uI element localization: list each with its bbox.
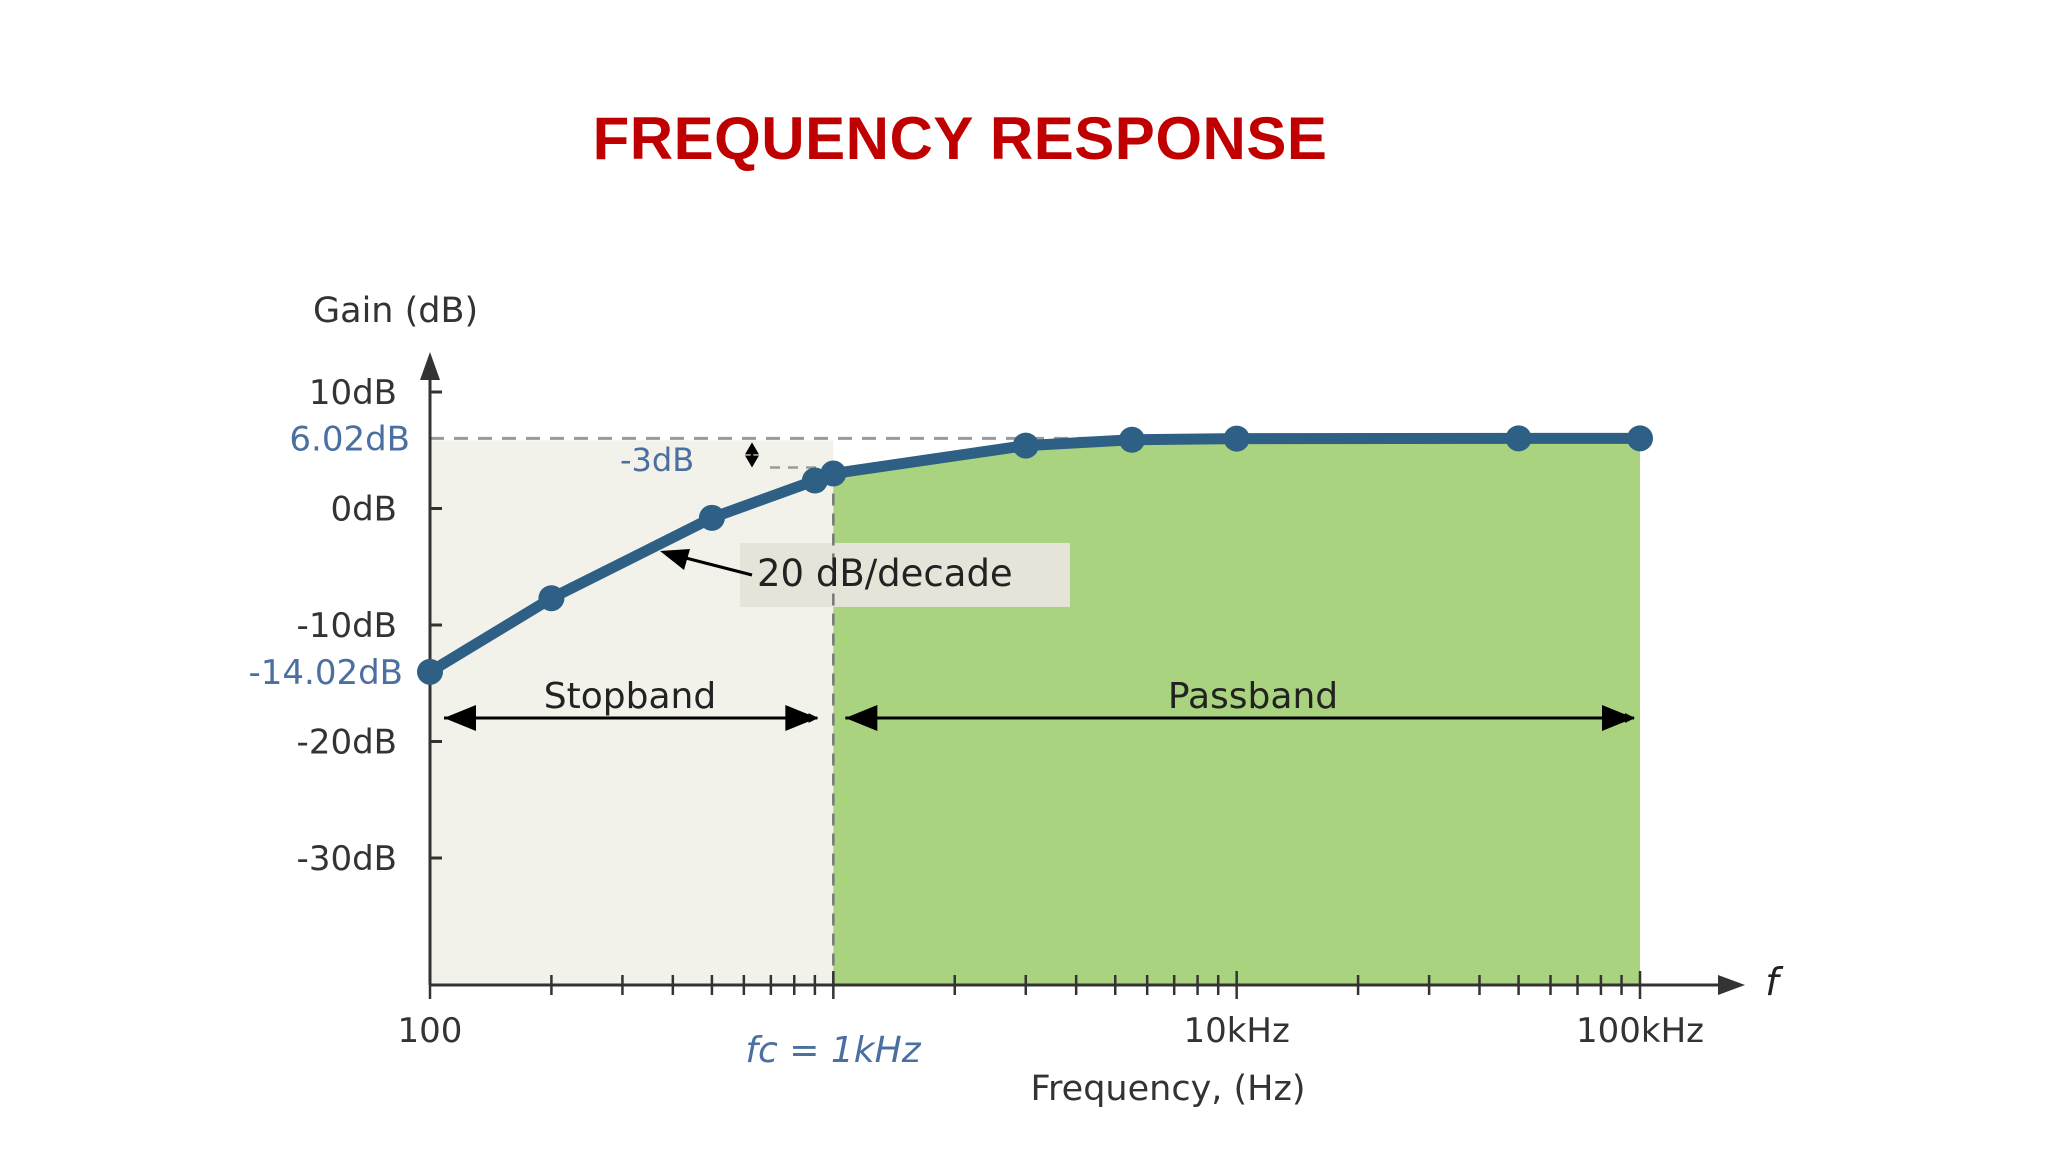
stopband-arrowhead-left bbox=[444, 705, 476, 731]
y-tick-label: -30dB bbox=[297, 839, 397, 879]
x-axis-variable-label: f bbox=[1765, 960, 1784, 1004]
passband-arrowhead-right bbox=[1602, 705, 1634, 731]
data-point bbox=[417, 658, 443, 685]
y-tick-label: -10dB bbox=[297, 606, 397, 646]
gain-max-label: 6.02dB bbox=[289, 419, 410, 459]
data-point bbox=[1012, 432, 1039, 459]
stopband-label: Stopband bbox=[544, 676, 716, 717]
slope-pointer-arrowhead bbox=[660, 549, 690, 570]
cutoff-frequency-label: fc = 1kHz bbox=[745, 1030, 921, 1071]
data-point bbox=[1627, 425, 1653, 452]
y-tick-label: -20dB bbox=[297, 723, 397, 763]
x-axis-arrowhead bbox=[1718, 975, 1745, 995]
data-point bbox=[1223, 425, 1250, 452]
passband-label: Passband bbox=[1168, 676, 1338, 717]
slope-pointer-line bbox=[677, 554, 753, 577]
gain-min-label: -14.02dB bbox=[248, 653, 403, 693]
x-tick-label: 100 bbox=[398, 1011, 463, 1051]
y-axis-title: Gain (dB) bbox=[313, 291, 478, 331]
y-tick-label: 0dB bbox=[330, 490, 397, 530]
data-point bbox=[1118, 426, 1145, 453]
data-point bbox=[1505, 425, 1532, 452]
passband-arrowhead-left bbox=[845, 705, 878, 731]
stopband-arrowhead-right bbox=[785, 705, 818, 731]
x-tick-label: 10kHz bbox=[1183, 1011, 1289, 1051]
data-point bbox=[538, 585, 565, 612]
page-title: FREQUENCY RESPONSE bbox=[592, 105, 1328, 172]
minus3db-label: -3dB bbox=[620, 441, 694, 479]
x-tick-label: 100kHz bbox=[1576, 1011, 1704, 1051]
stopband-region bbox=[430, 440, 834, 985]
minus3db-arrowhead-down bbox=[745, 455, 759, 468]
minus3db-arrowhead-up bbox=[745, 442, 759, 455]
slope-label: 20 dB/decade bbox=[757, 552, 1013, 595]
frequency-response-curve bbox=[424, 432, 1646, 678]
y-axis-arrowhead bbox=[420, 352, 440, 380]
y-tick-label: 10dB bbox=[309, 373, 397, 413]
data-point bbox=[820, 460, 847, 487]
data-point bbox=[698, 504, 725, 531]
x-axis-title: Frequency, (Hz) bbox=[1030, 1069, 1305, 1109]
slope-label-background bbox=[740, 543, 1070, 607]
